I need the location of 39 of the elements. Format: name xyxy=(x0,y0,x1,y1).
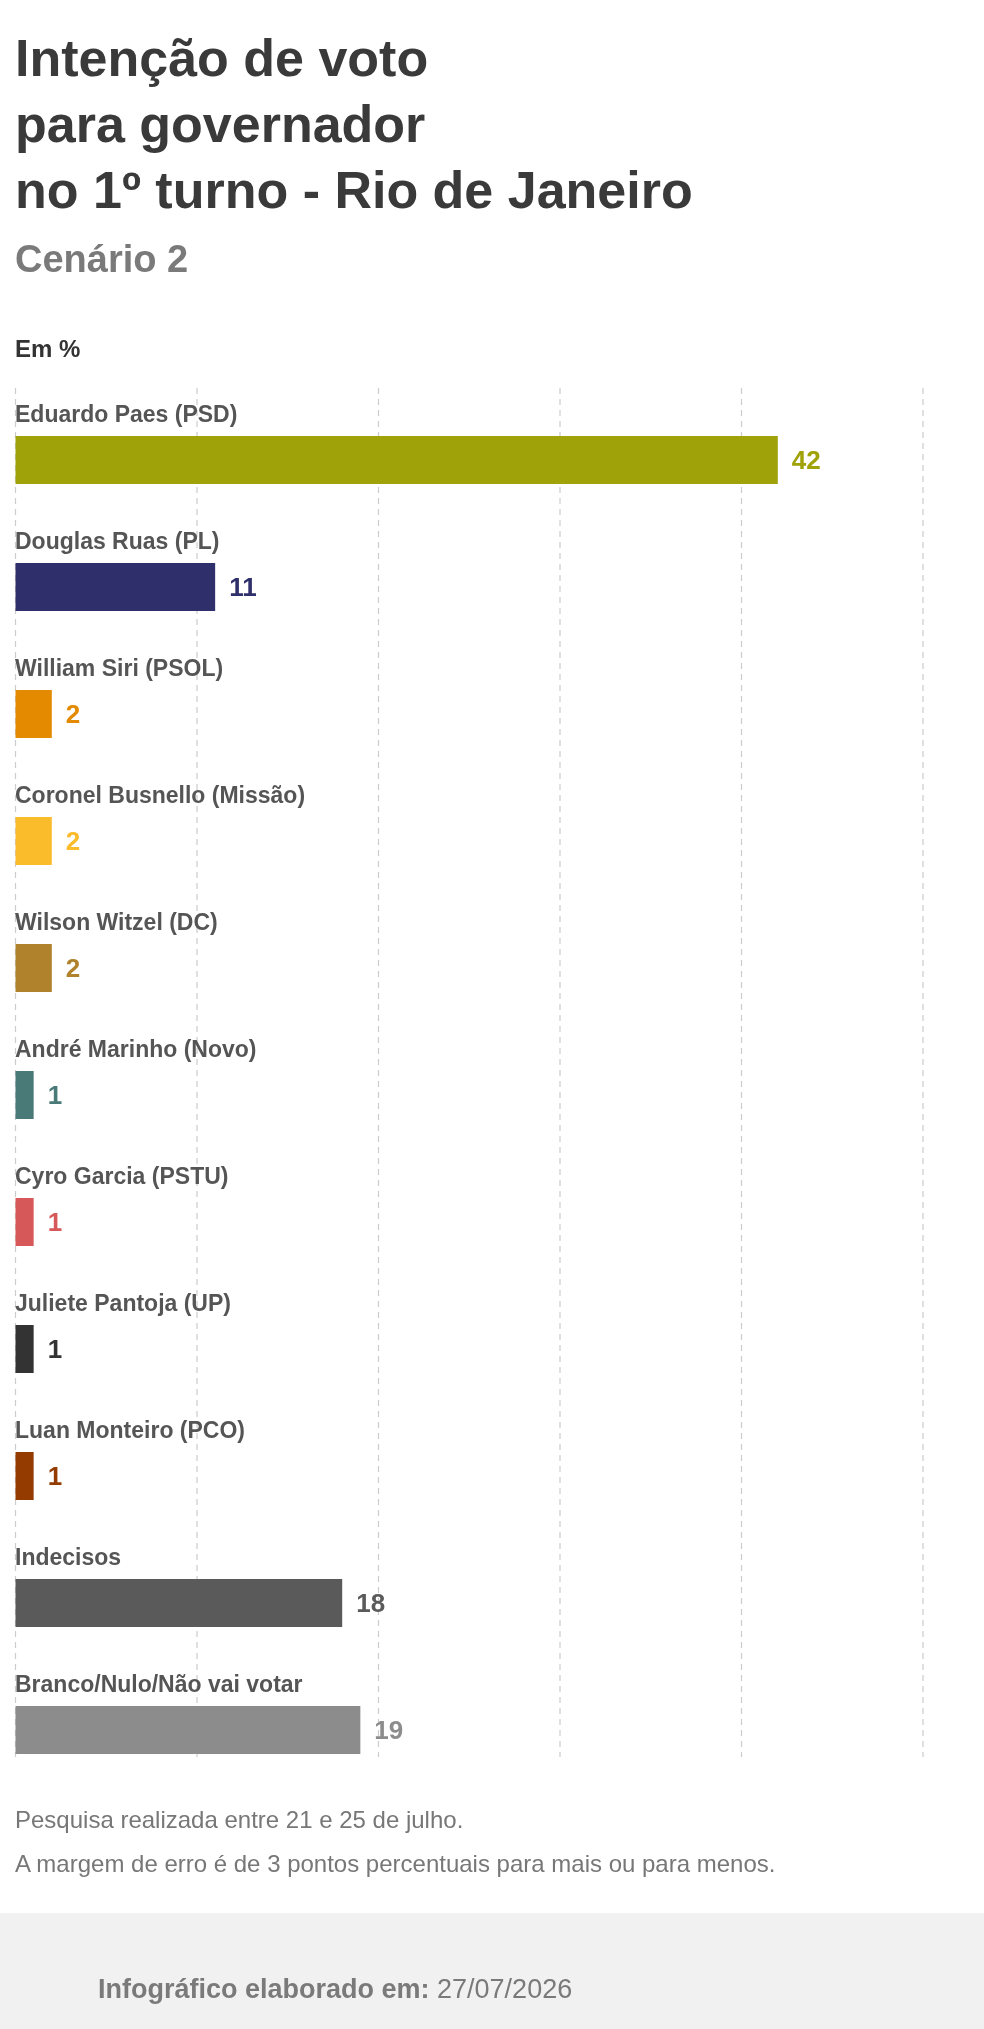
y-tick-label: Douglas Ruas (PL) xyxy=(15,528,220,554)
y-tick-label: André Marinho (Novo) xyxy=(15,1036,257,1062)
bar xyxy=(15,817,52,865)
data-label: 1 xyxy=(47,1207,63,1237)
bar xyxy=(15,690,52,738)
y-tick-label: Luan Monteiro (PCO) xyxy=(15,1417,245,1443)
data-label: 1 xyxy=(47,1334,63,1364)
bar xyxy=(15,563,216,611)
bar xyxy=(15,436,778,484)
data-label: 2 xyxy=(65,699,81,729)
bar xyxy=(15,1452,34,1500)
bar xyxy=(15,1198,34,1246)
text: A margem de erro é de 3 pontos percentuais para mais ou para menos. xyxy=(15,1850,776,1877)
data-label: 11 xyxy=(229,572,257,602)
bar xyxy=(15,1325,34,1373)
chart-title: Intenção de voto para governador no 1º turno - Rio de Janeiro xyxy=(15,29,693,219)
y-tick-label: Indecisos xyxy=(15,1544,122,1570)
y-tick-label: Wilson Witzel (DC) xyxy=(15,909,218,935)
text: Infográfico elaborado em: 27/07/2026 xyxy=(98,1974,573,2004)
y-tick-label: Juliete Pantoja (UP) xyxy=(15,1290,231,1316)
bar xyxy=(15,944,52,992)
bar xyxy=(15,1706,361,1754)
data-label: 18 xyxy=(356,1588,386,1618)
data-label: 2 xyxy=(65,826,81,856)
bar xyxy=(15,1071,34,1119)
x-axis-title: Em % xyxy=(15,335,81,362)
data-label: 2 xyxy=(65,953,81,983)
y-tick-label: Branco/Nulo/Não vai votar xyxy=(15,1671,303,1697)
data-label: 19 xyxy=(374,1715,404,1745)
y-tick-label: Eduardo Paes (PSD) xyxy=(15,401,238,427)
y-tick-label: Cyro Garcia (PSTU) xyxy=(15,1163,229,1189)
data-label: 42 xyxy=(791,445,821,475)
text: Pesquisa realizada entre 21 e 25 de julho. xyxy=(15,1806,464,1833)
y-tick-label: Coronel Busnello (Missão) xyxy=(15,782,306,808)
y-tick-label: William Siri (PSOL) xyxy=(15,655,224,681)
chart-subtitle: Cenário 2 xyxy=(15,238,189,280)
bar xyxy=(15,1579,343,1627)
data-label: 1 xyxy=(47,1080,63,1110)
data-label: 1 xyxy=(47,1461,63,1491)
